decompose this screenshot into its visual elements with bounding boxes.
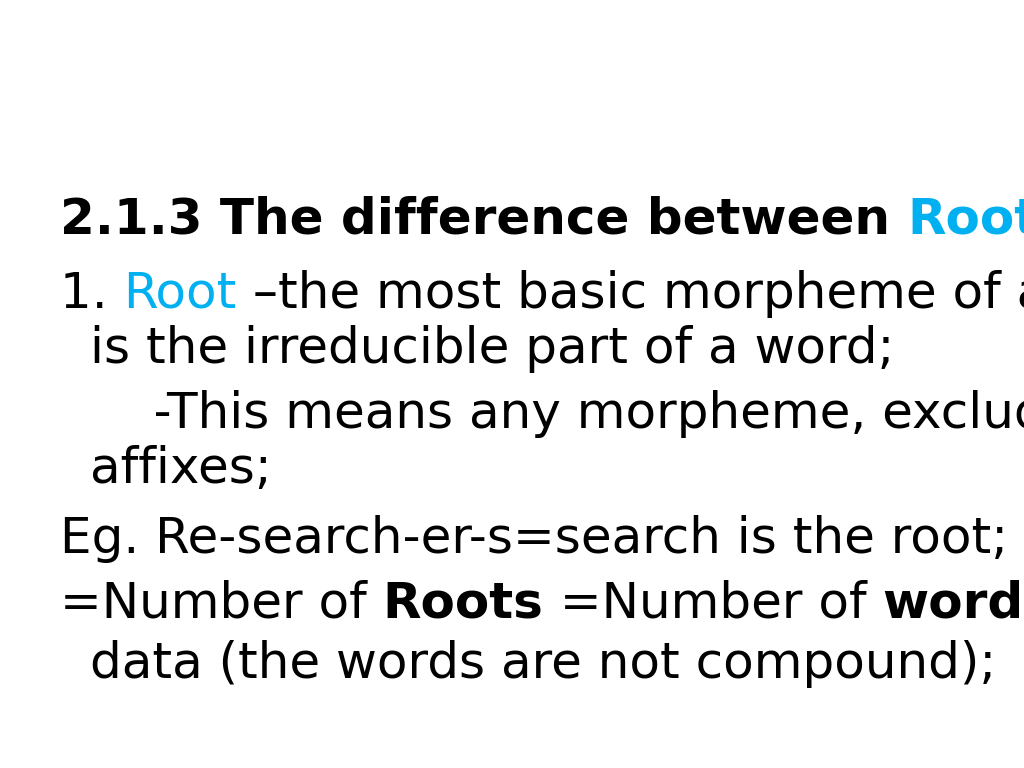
Text: words: words	[882, 580, 1024, 628]
Text: Root: Root	[907, 195, 1024, 243]
Text: –the most basic morpheme of a word; it: –the most basic morpheme of a word; it	[237, 270, 1024, 318]
Text: data (the words are not compound);: data (the words are not compound);	[90, 640, 996, 688]
Text: Root: Root	[124, 270, 237, 318]
Text: 1.: 1.	[60, 270, 124, 318]
Text: affixes;: affixes;	[90, 445, 271, 493]
Text: Eg. Re-search-er-s=search is the root;: Eg. Re-search-er-s=search is the root;	[60, 515, 1008, 563]
Text: -This means any morpheme, excluding: -This means any morpheme, excluding	[90, 390, 1024, 438]
Text: 2.1.3 The difference between: 2.1.3 The difference between	[60, 195, 907, 243]
Text: =Number of: =Number of	[60, 580, 383, 628]
Text: =Number of: =Number of	[544, 580, 882, 628]
Text: is the irreducible part of a word;: is the irreducible part of a word;	[90, 325, 894, 373]
Text: Roots: Roots	[383, 580, 544, 628]
